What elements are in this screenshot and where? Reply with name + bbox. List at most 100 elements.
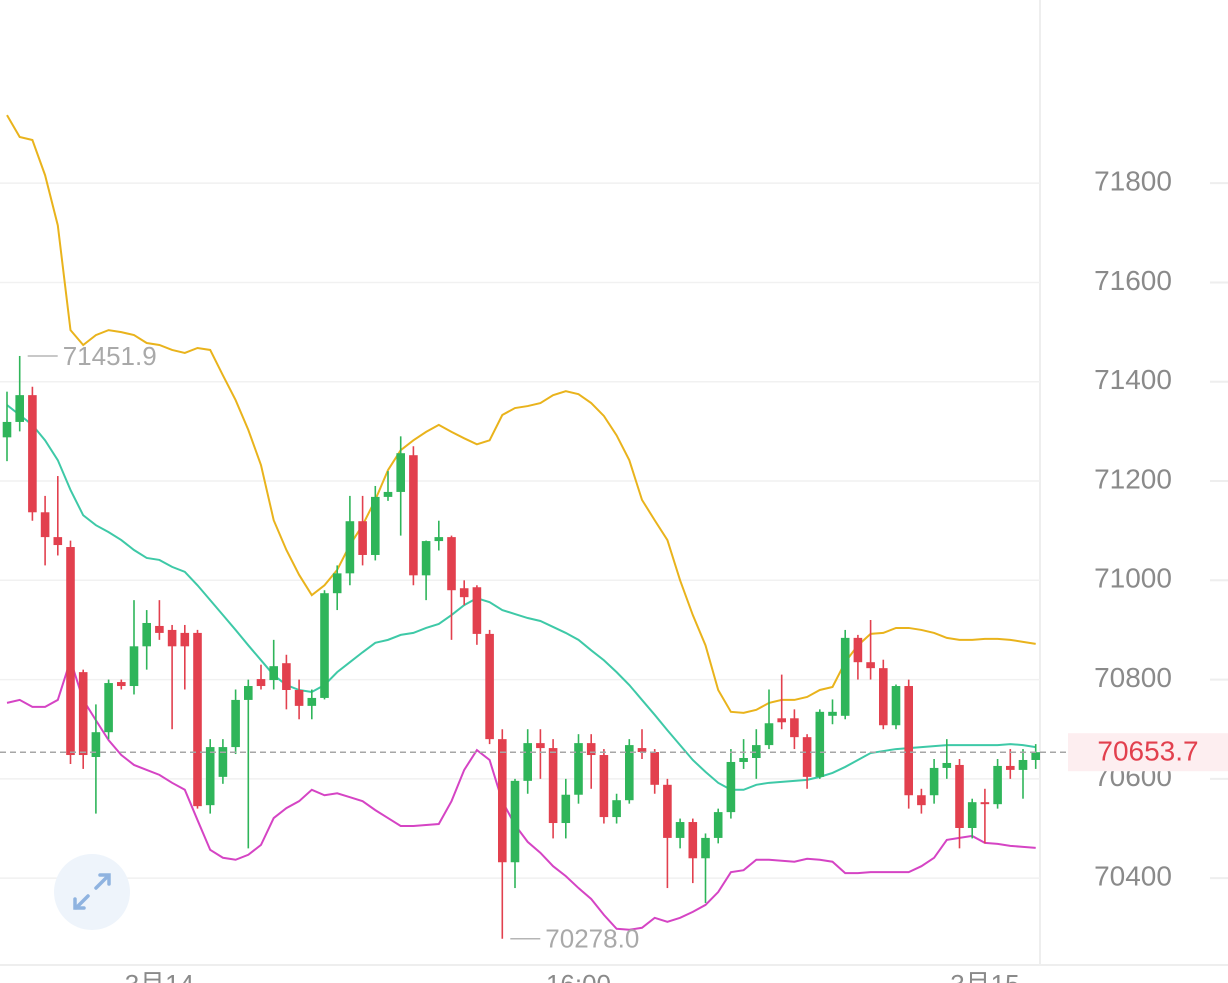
candle-body [713, 812, 723, 838]
y-tick-label: 71400 [1094, 364, 1172, 395]
band-line [6, 404, 1036, 791]
candle-body [548, 748, 558, 824]
candle-body [675, 822, 685, 838]
candle-body [256, 679, 266, 687]
candle-body [307, 697, 317, 706]
last-price-box [1068, 733, 1228, 772]
candle-body [1018, 759, 1028, 770]
y-tick-label: 71800 [1094, 166, 1172, 197]
candle-body [434, 537, 444, 542]
candle-body [421, 541, 431, 576]
zoom-button[interactable] [54, 854, 130, 930]
candle-body [586, 743, 596, 756]
candle-body [244, 686, 253, 700]
candle-body [142, 622, 151, 647]
y-tick-label: 70800 [1094, 662, 1172, 693]
band-line [6, 656, 1036, 931]
candle-body [155, 625, 164, 633]
candle-body [104, 683, 113, 733]
candle-body [523, 743, 532, 781]
y-tick-label: 71600 [1094, 265, 1172, 296]
zoom-icon[interactable] [73, 873, 111, 910]
candle-body [840, 637, 850, 716]
candle-body [828, 711, 837, 716]
x-tick-label: 16:00 [546, 969, 611, 983]
candle-body [53, 537, 63, 546]
candle-body [218, 747, 228, 777]
candle-body [28, 395, 37, 513]
candle-body [345, 521, 355, 574]
candle-body [726, 761, 736, 813]
candle-body [663, 784, 672, 838]
candle-body [879, 668, 888, 726]
candle-body [853, 637, 863, 663]
candle-body [536, 743, 545, 749]
y-tick-label: 70400 [1094, 861, 1172, 892]
candle-body [752, 745, 761, 759]
candle-body [790, 718, 799, 738]
candle-body [739, 758, 748, 762]
candle-body [1031, 752, 1040, 760]
band-line [6, 114, 1036, 714]
candle-body [180, 632, 190, 647]
candle-body [332, 573, 342, 594]
candle-body [282, 663, 291, 690]
candle-body [358, 521, 367, 555]
candle-body [637, 748, 647, 753]
candle-body [777, 718, 786, 723]
candle-body [980, 802, 990, 805]
candle-body [650, 752, 659, 785]
candle-body [129, 646, 139, 687]
candle-body [498, 739, 507, 863]
candle-body [167, 629, 177, 647]
candle-body [2, 421, 12, 438]
x-tick-label: 3月14 [125, 969, 194, 983]
candle-body [929, 767, 939, 796]
candle-body [193, 632, 202, 807]
y-tick-label: 71200 [1094, 463, 1172, 494]
candle-body [764, 723, 774, 746]
candle-body [510, 780, 520, 863]
candle-body [967, 802, 977, 828]
candle-body [78, 672, 88, 756]
candle-body [701, 837, 710, 859]
candle-body [320, 593, 329, 698]
candle-body [485, 633, 494, 740]
candle-body [40, 512, 50, 538]
candle-body [955, 764, 964, 828]
candle-body [1006, 765, 1015, 770]
y-tick-label: 71000 [1094, 563, 1172, 594]
candle-body [91, 732, 101, 758]
candle-body [294, 689, 304, 706]
x-tick-label: 3月15 [950, 969, 1019, 983]
candle-body [866, 662, 875, 669]
candle-body [815, 711, 825, 777]
candle-body [66, 547, 75, 756]
candle-body [574, 743, 583, 795]
candle-body [561, 794, 571, 824]
candle-body [904, 686, 913, 796]
candle-body [993, 765, 1002, 805]
last-price-label: 70653.7 [1097, 736, 1198, 767]
candle-body [371, 496, 380, 555]
candle-body [688, 822, 698, 859]
candle-body [231, 699, 240, 748]
candle-body [459, 588, 469, 598]
candle-body [612, 800, 621, 818]
candle-body [383, 491, 393, 497]
candle-body [599, 755, 609, 818]
candle-body [917, 795, 926, 806]
candle-body [891, 686, 901, 726]
candle-body [802, 737, 812, 777]
zoom-button-bg[interactable] [54, 854, 130, 930]
min-label: 70278.0 [545, 924, 639, 954]
candle-body [625, 745, 634, 801]
candle-body [942, 762, 952, 768]
candle-body [269, 666, 278, 681]
candle-body [205, 747, 215, 806]
max-label: 71451.9 [63, 341, 157, 371]
candle-body [396, 453, 405, 492]
candle-body [409, 455, 418, 576]
